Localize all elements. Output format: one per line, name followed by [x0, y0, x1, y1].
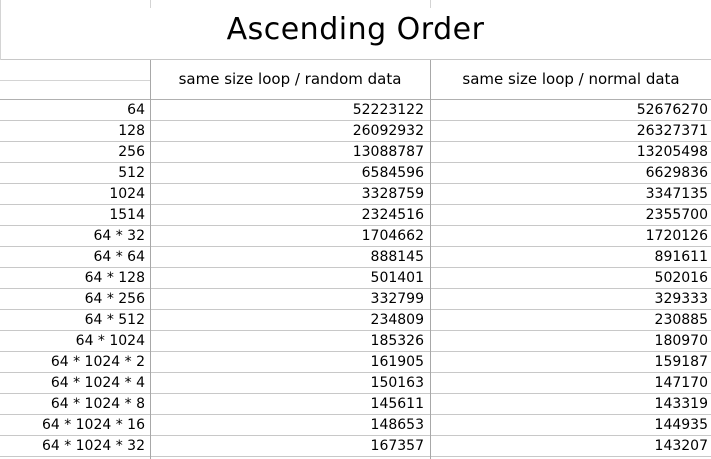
table-row: 1024 3328759 3347135 — [0, 184, 711, 205]
size-cell[interactable]: 64 * 256 — [84, 291, 145, 307]
normal-data-cell[interactable]: 52676270 — [636, 102, 708, 118]
header-row: same size loop / random data same size l… — [0, 60, 711, 100]
table-row: 64 * 1024 * 8 145611 143319 — [0, 394, 711, 415]
size-cell[interactable]: 128 — [118, 123, 145, 139]
normal-data-cell[interactable]: 1720126 — [645, 228, 708, 244]
random-data-cell[interactable]: 3328759 — [361, 186, 424, 202]
table-row: 64 * 32 1704662 1720126 — [0, 226, 711, 247]
table-row: 64 * 1024 * 32 167357 143207 — [0, 436, 711, 457]
header-normal-data[interactable]: same size loop / normal data — [462, 70, 680, 88]
table-row: 64 * 1024 * 16 148653 144935 — [0, 415, 711, 436]
random-data-cell[interactable]: 145611 — [370, 396, 424, 412]
size-cell[interactable]: 64 * 32 — [93, 228, 145, 244]
random-data-cell[interactable]: 1704662 — [361, 228, 424, 244]
random-data-cell[interactable]: 888145 — [370, 249, 424, 265]
size-cell[interactable]: 1024 — [109, 186, 145, 202]
normal-data-cell[interactable]: 230885 — [654, 312, 708, 328]
title-cell[interactable]: Ascending Order — [0, 0, 711, 60]
normal-data-cell[interactable]: 3347135 — [645, 186, 708, 202]
gridline — [0, 80, 150, 81]
normal-data-cell[interactable]: 147170 — [654, 375, 708, 391]
table-row: 1514 2324516 2355700 — [0, 205, 711, 226]
normal-data-cell[interactable]: 180970 — [654, 333, 708, 349]
table-row: 64 * 128 501401 502016 — [0, 268, 711, 289]
size-cell[interactable]: 1514 — [109, 207, 145, 223]
random-data-cell[interactable]: 2324516 — [361, 207, 424, 223]
normal-data-cell[interactable]: 143207 — [654, 438, 708, 454]
random-data-cell[interactable]: 148653 — [370, 417, 424, 433]
table-row: 64 * 1024 * 4 150163 147170 — [0, 373, 711, 394]
normal-data-cell[interactable]: 502016 — [654, 270, 708, 286]
normal-data-cell[interactable]: 159187 — [654, 354, 708, 370]
random-data-cell[interactable]: 6584596 — [361, 165, 424, 181]
table-row: 64 * 256 332799 329333 — [0, 289, 711, 310]
table-row: 64 * 1024 * 2 161905 159187 — [0, 352, 711, 373]
gridline — [150, 0, 151, 8]
random-data-cell[interactable]: 167357 — [370, 438, 424, 454]
normal-data-cell[interactable]: 2355700 — [645, 207, 708, 223]
random-data-cell[interactable]: 52223122 — [352, 102, 424, 118]
random-data-cell[interactable]: 332799 — [370, 291, 424, 307]
normal-data-cell[interactable]: 13205498 — [636, 144, 708, 160]
gridline — [430, 0, 431, 8]
random-data-cell[interactable]: 234809 — [370, 312, 424, 328]
size-cell[interactable]: 64 * 1024 * 16 — [41, 417, 145, 433]
normal-data-cell[interactable]: 26327371 — [636, 123, 708, 139]
normal-data-cell[interactable]: 143319 — [654, 396, 708, 412]
normal-data-cell[interactable]: 144935 — [654, 417, 708, 433]
size-cell[interactable]: 64 * 1024 — [75, 333, 145, 349]
random-data-cell[interactable]: 150163 — [370, 375, 424, 391]
table-row: 64 * 1024 185326 180970 — [0, 331, 711, 352]
table-row: 64 * 512 234809 230885 — [0, 310, 711, 331]
header-blank-cell[interactable] — [0, 60, 150, 99]
random-data-cell[interactable]: 26092932 — [352, 123, 424, 139]
table-row: 128 26092932 26327371 — [0, 121, 711, 142]
header-random-data[interactable]: same size loop / random data — [178, 70, 402, 88]
table-row: 64 52223122 52676270 — [0, 100, 711, 121]
random-data-cell[interactable]: 501401 — [370, 270, 424, 286]
size-cell[interactable]: 64 * 512 — [84, 312, 145, 328]
normal-data-cell[interactable]: 329333 — [654, 291, 708, 307]
size-cell[interactable]: 64 * 1024 * 8 — [50, 396, 145, 412]
size-cell[interactable]: 64 * 128 — [84, 270, 145, 286]
column-divider — [430, 60, 431, 459]
normal-data-cell[interactable]: 891611 — [654, 249, 708, 265]
column-divider — [150, 60, 151, 459]
size-cell[interactable]: 64 * 1024 * 4 — [50, 375, 145, 391]
size-cell[interactable]: 64 * 1024 * 2 — [50, 354, 145, 370]
size-cell[interactable]: 512 — [118, 165, 145, 181]
normal-data-cell[interactable]: 6629836 — [645, 165, 708, 181]
random-data-cell[interactable]: 13088787 — [352, 144, 424, 160]
random-data-cell[interactable]: 161905 — [370, 354, 424, 370]
random-data-cell[interactable]: 185326 — [370, 333, 424, 349]
size-cell[interactable]: 256 — [118, 144, 145, 160]
table-row: 256 13088787 13205498 — [0, 142, 711, 163]
sheet-title: Ascending Order — [226, 12, 485, 47]
size-cell[interactable]: 64 * 1024 * 32 — [41, 438, 145, 454]
size-cell[interactable]: 64 — [127, 102, 145, 118]
gridline — [0, 0, 1, 60]
table-row: 512 6584596 6629836 — [0, 163, 711, 184]
table-row: 64 * 64 888145 891611 — [0, 247, 711, 268]
size-cell[interactable]: 64 * 64 — [93, 249, 145, 265]
